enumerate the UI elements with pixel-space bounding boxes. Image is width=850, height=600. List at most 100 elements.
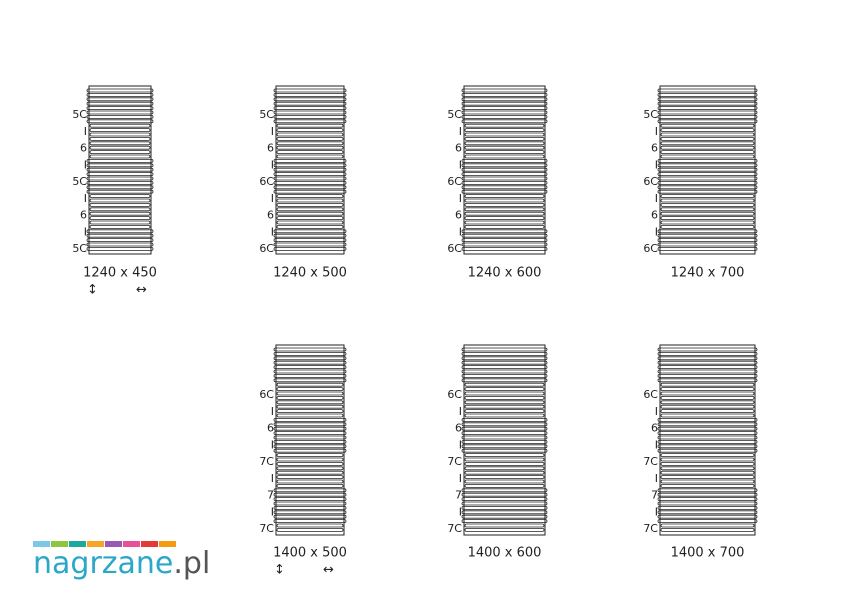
side-label: 5C <box>447 108 462 121</box>
tube <box>657 435 758 440</box>
tube <box>273 435 347 440</box>
side-label: I <box>459 472 462 485</box>
tube <box>276 413 344 418</box>
size-label: 1240 x 500 <box>273 266 347 281</box>
tube <box>461 356 548 361</box>
side-label: 5C <box>72 242 87 255</box>
tube <box>657 158 758 163</box>
side-label: I <box>655 125 658 138</box>
tube <box>657 369 758 374</box>
tube <box>276 128 344 133</box>
tube <box>464 475 545 480</box>
side-label: 6 <box>455 142 462 155</box>
tube <box>273 448 347 453</box>
tube <box>657 238 758 243</box>
tube <box>657 167 758 172</box>
tube <box>461 106 548 110</box>
tube <box>657 119 758 124</box>
tube <box>276 528 344 532</box>
tube <box>273 101 347 106</box>
side-label: 5C <box>72 175 87 188</box>
tube <box>461 172 548 177</box>
tube <box>89 132 151 137</box>
tube <box>461 347 548 352</box>
tube <box>273 106 347 110</box>
logo-tile <box>141 541 158 547</box>
tube <box>276 391 344 396</box>
side-label: 7 <box>651 489 658 502</box>
tube <box>276 145 344 150</box>
side-label: 7C <box>643 455 658 468</box>
tube <box>657 431 758 436</box>
side-label: 6C <box>643 388 658 401</box>
tube <box>273 417 347 422</box>
tube <box>273 378 347 383</box>
tube <box>86 238 154 243</box>
tube <box>461 369 548 374</box>
tube <box>660 382 755 387</box>
tube <box>660 457 755 462</box>
tube <box>461 163 548 168</box>
logo-text: nagrzane.pl <box>33 546 210 581</box>
tube <box>86 119 154 124</box>
tube <box>89 224 151 229</box>
tube <box>276 382 344 387</box>
tube <box>273 514 347 519</box>
tube <box>273 233 347 238</box>
tube <box>276 211 344 216</box>
tube <box>464 400 545 405</box>
tube <box>464 123 545 128</box>
tube <box>461 101 548 106</box>
tube <box>660 479 755 484</box>
tube <box>464 413 545 418</box>
tube <box>276 216 344 221</box>
tube <box>89 194 151 199</box>
tube <box>273 229 347 234</box>
side-label: 7C <box>259 455 274 468</box>
tube <box>273 497 347 502</box>
tube <box>657 356 758 361</box>
tube <box>276 141 344 146</box>
tube <box>657 505 758 510</box>
tube <box>660 198 755 203</box>
side-label: 6 <box>80 142 87 155</box>
tube <box>273 356 347 361</box>
tube <box>276 523 344 528</box>
tube <box>273 365 347 370</box>
side-label: I <box>655 438 658 451</box>
tube <box>657 514 758 519</box>
tube <box>657 351 758 356</box>
side-label: 7C <box>259 522 274 535</box>
tube <box>461 373 548 378</box>
side-label: I <box>655 472 658 485</box>
side-label: I <box>271 125 274 138</box>
tube <box>86 189 154 194</box>
side-label: 7C <box>447 455 462 468</box>
tube <box>86 158 154 163</box>
tube <box>464 404 545 409</box>
tube <box>276 470 344 475</box>
side-label: I <box>459 225 462 238</box>
tube <box>461 351 548 356</box>
tube <box>461 246 548 251</box>
tube <box>461 110 548 115</box>
tube <box>464 523 545 528</box>
width-icon: ↔ <box>136 283 147 298</box>
tube <box>660 194 755 199</box>
side-label: I <box>84 192 87 205</box>
tube <box>464 220 545 225</box>
tube <box>660 216 755 221</box>
tube <box>273 501 347 506</box>
size-label: 1240 x 450 <box>83 266 157 281</box>
tube <box>86 246 154 251</box>
tube <box>276 136 344 141</box>
logo-tile <box>87 541 104 547</box>
tube <box>660 413 755 418</box>
tube <box>273 519 347 523</box>
tube <box>276 483 344 488</box>
side-label: I <box>655 192 658 205</box>
tube <box>464 395 545 400</box>
tube <box>461 448 548 453</box>
tube <box>273 492 347 497</box>
tube <box>461 492 548 497</box>
